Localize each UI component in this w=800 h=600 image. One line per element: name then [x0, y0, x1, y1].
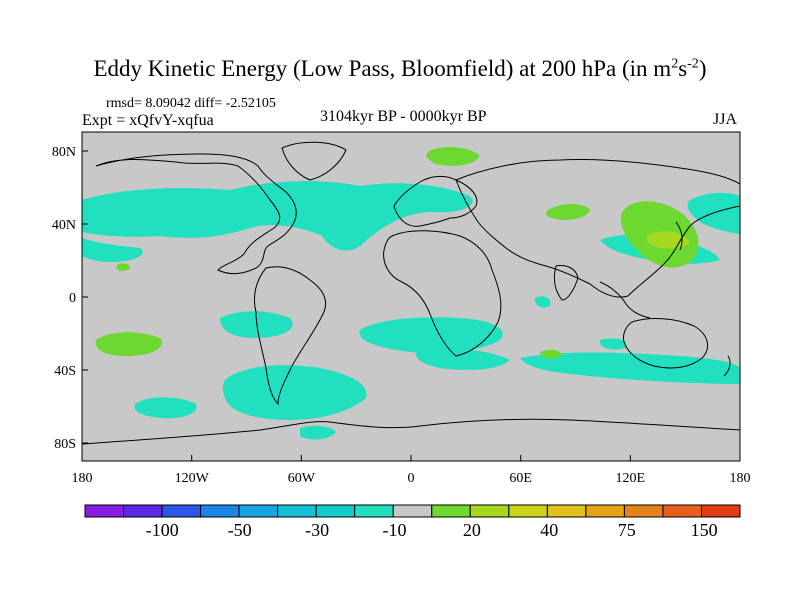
colorbar-labels: -100 -50 -30 -10 20 40 75 150 [146, 520, 718, 540]
contour-negative-indian-ocean [520, 352, 740, 384]
coastline-india [553, 265, 579, 301]
lat-label-80n: 80N [52, 145, 76, 160]
coastlines [82, 141, 740, 445]
contour-negative-africa-south [416, 347, 510, 370]
contour-negative-south-atlantic [359, 317, 503, 354]
colorbar-swatch [508, 504, 548, 518]
stats-text: rmsd= 8.09042 diff= -2.52105 [106, 96, 276, 111]
colorbar [84, 504, 741, 518]
colorbar-swatch [623, 504, 664, 518]
coastline-new-zealand [723, 355, 731, 377]
contour-positive-south-pacific [95, 332, 162, 356]
colorbar-swatch [354, 504, 394, 518]
lat-label-0: 0 [69, 291, 76, 306]
lon-label-60e: 60E [509, 471, 532, 486]
lat-label-40s: 40S [54, 364, 76, 379]
contour-negative-west-pacific-band [82, 238, 143, 262]
season-label: JJA [713, 111, 738, 128]
colorbar-label: -100 [146, 520, 179, 540]
lon-label-120w: 120W [175, 471, 210, 486]
colorbar-swatch [662, 504, 702, 518]
contour-negative-south-pacific [220, 311, 293, 338]
coastline-japan [675, 221, 683, 251]
coastline-asia [455, 158, 740, 298]
colorbar-swatch [469, 504, 510, 518]
contour-negative-north-atlantic [82, 181, 473, 251]
colorbar-swatch [161, 504, 202, 518]
coastline-north-america [95, 153, 297, 275]
colorbar-swatch [700, 504, 741, 518]
coastline-south-america [253, 266, 326, 406]
colorbar-swatch [585, 504, 625, 518]
lon-label-180-east: 180 [730, 471, 751, 486]
contour-positive-arctic-europe [426, 147, 480, 166]
contour-positive-central-pacific-north [116, 263, 130, 271]
colorbar-label: 150 [691, 520, 718, 540]
contour-negative-south-america-south [222, 365, 367, 420]
period-label: 3104kyr BP - 0000kyr BP [320, 108, 487, 125]
colorbar-swatch [392, 504, 433, 518]
colorbar-swatch [315, 504, 356, 518]
coastline-greenland [281, 141, 347, 181]
colorbar-swatch [200, 504, 240, 518]
colorbar-label: 40 [540, 520, 558, 540]
contour-positive-east-asia-core [646, 231, 690, 249]
coastline-australia [623, 318, 709, 369]
colorbar-swatch [277, 504, 317, 518]
colorbar-label: 20 [463, 520, 481, 540]
colorbar-swatch [238, 504, 279, 518]
contour-negative-arabia [534, 296, 551, 308]
contour-negative-south-pacific-west [134, 397, 197, 419]
coastline-africa [383, 230, 502, 357]
colorbar-swatch [546, 504, 587, 518]
lon-label-60w: 60W [288, 471, 316, 486]
plot-title: Eddy Kinetic Energy (Low Pass, Bloomfiel… [93, 56, 707, 81]
lat-label-80s: 80S [54, 437, 76, 452]
axis-ticks [82, 150, 631, 461]
lon-label-0: 0 [408, 471, 415, 486]
contour-fields [82, 147, 740, 440]
colorbar-label: 75 [618, 520, 636, 540]
colorbar-swatch [123, 504, 163, 518]
lat-label-40n: 40N [52, 218, 76, 233]
colorbar-swatch [84, 504, 125, 518]
colorbar-label: -10 [383, 520, 407, 540]
lon-label-180-west: 180 [72, 471, 93, 486]
coastline-southeast-asia [599, 281, 651, 319]
colorbar-label: -30 [305, 520, 329, 540]
lon-label-120e: 120E [616, 471, 646, 486]
coastline-europe [393, 175, 478, 227]
contour-negative-australia-south [599, 338, 627, 350]
colorbar-swatch [431, 504, 471, 518]
experiment-label: Expt = xQfvY-xqfua [82, 112, 214, 129]
coastline-antarctica [82, 418, 740, 445]
colorbar-label: -50 [228, 520, 252, 540]
contour-positive-south-indian [540, 349, 562, 359]
contour-negative-antarctic-coast [300, 425, 336, 440]
contour-positive-central-asia [545, 204, 590, 220]
